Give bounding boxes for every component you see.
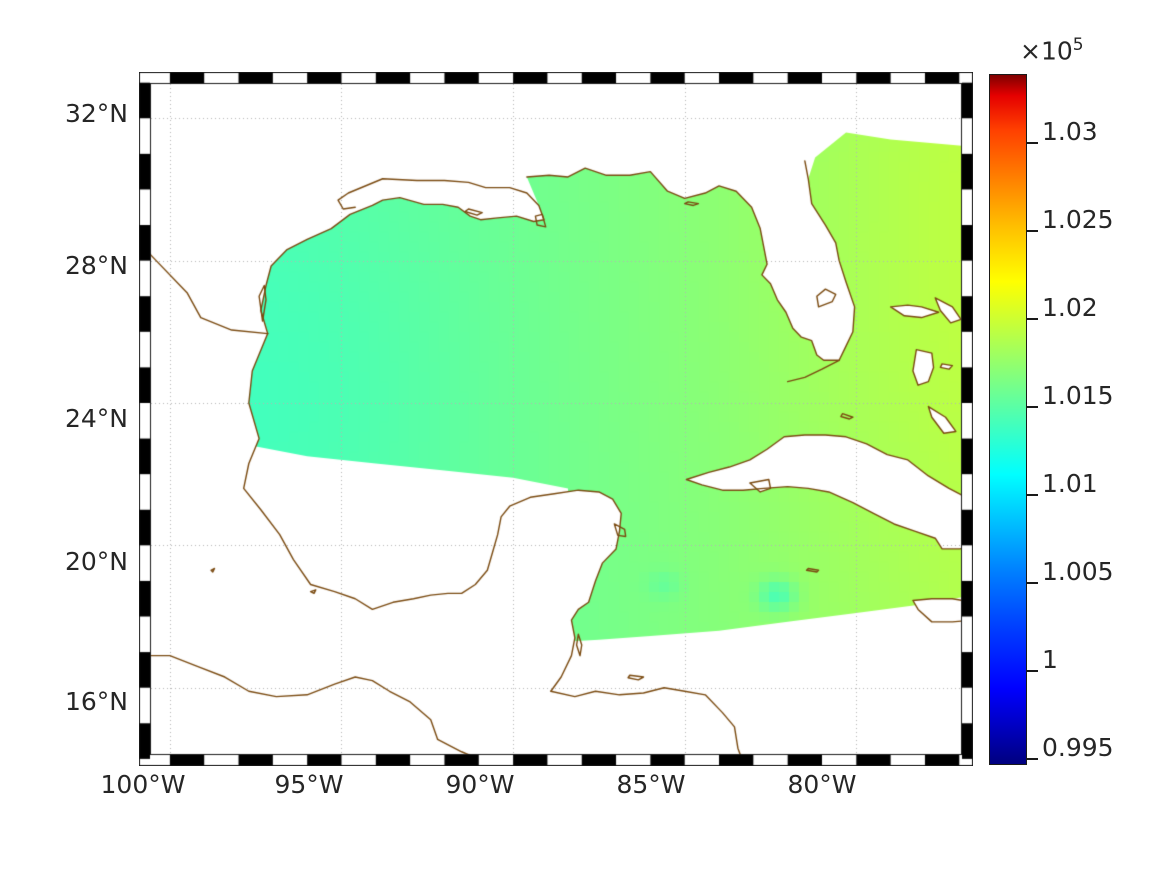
map-axes[interactable] [139, 72, 973, 766]
colorbar-tick-mark [1027, 670, 1038, 672]
colorbar-tick-mark [1027, 142, 1038, 144]
y-tick-label-16N: 16°N [64, 687, 128, 716]
colorbar-tick-label-1.005: 1.005 [1042, 557, 1114, 586]
colorbar-exponent-label: ×105 [1020, 33, 1084, 63]
y-tick-label-20N: 20°N [64, 547, 128, 576]
x-tick-label-85W: 85°W [616, 770, 686, 799]
colorbar-tick-label-1: 1 [1042, 645, 1058, 674]
x-tick-label-100W: 100°W [100, 770, 186, 799]
colorbar-tick-label-1.01: 1.01 [1042, 469, 1098, 498]
colorbar-gradient[interactable] [989, 74, 1027, 765]
colorbar-multiplier-text: ×10 [1020, 36, 1073, 66]
colorbar-tick-mark [1027, 318, 1038, 320]
colorbar-tick-label-1.03: 1.03 [1042, 117, 1098, 146]
x-tick-label-90W: 90°W [445, 770, 515, 799]
colorbar-tick-label-1.025: 1.025 [1042, 205, 1114, 234]
colorbar-exponent-text: 5 [1072, 35, 1084, 55]
colorbar-tick-mark [1027, 494, 1038, 496]
pseudocolor-map-canvas[interactable] [139, 72, 973, 766]
colorbar-tick-mark [1027, 758, 1038, 760]
colorbar-tick-label-1.02: 1.02 [1042, 293, 1098, 322]
colorbar-tick-mark [1027, 582, 1038, 584]
x-tick-label-80W: 80°W [787, 770, 857, 799]
colorbar-tick-label-1.015: 1.015 [1042, 381, 1114, 410]
y-tick-label-24N: 24°N [64, 404, 128, 433]
colorbar-tick-label-0.995: 0.995 [1042, 733, 1114, 762]
colorbar-tick-mark [1027, 406, 1038, 408]
colorbar-tick-mark [1027, 230, 1038, 232]
x-tick-label-95W: 95°W [274, 770, 344, 799]
y-tick-label-32N: 32°N [64, 99, 128, 128]
y-tick-label-28N: 28°N [64, 251, 128, 280]
